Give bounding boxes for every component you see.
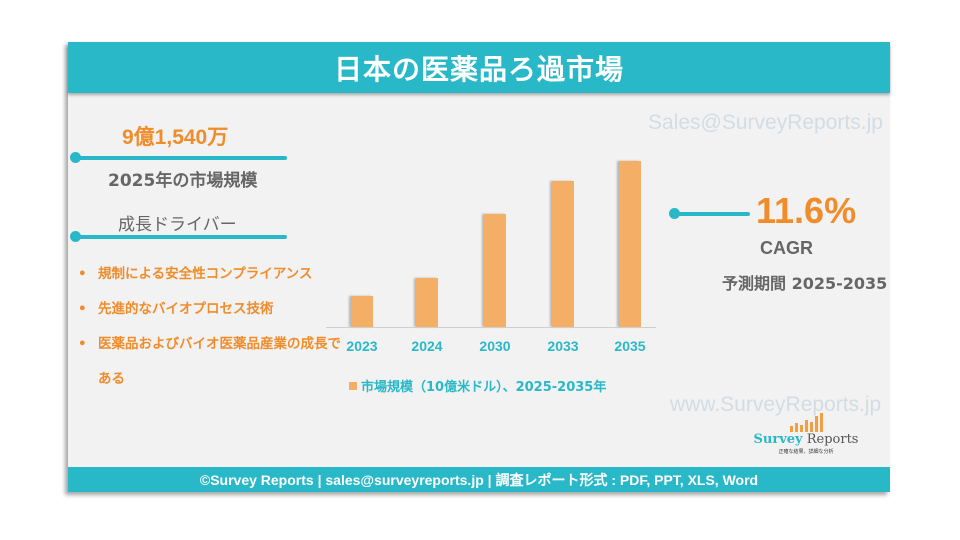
divider-line xyxy=(673,212,750,216)
bar-chart: 2023 2024 2030 2033 2035 xyxy=(326,142,656,392)
drivers-title: 成長ドライバー xyxy=(118,215,237,235)
footer-bar: ©Survey Reports | sales@surveyreports.jp… xyxy=(68,467,890,492)
bar-2024 xyxy=(416,278,438,327)
legend-label: 市場規模（10億米ドル）、2025-2035年 xyxy=(361,380,607,395)
driver-item: 先進的なバイオプロセス技術 xyxy=(76,292,346,327)
chart-legend: 市場規模（10億米ドル）、2025-2035年 xyxy=(349,376,606,395)
logo-tagline: 正確な結果、詳細な分析 xyxy=(778,449,834,455)
header-bar: 日本の医薬品ろ過市場 xyxy=(68,42,890,93)
x-tick-label: 2033 xyxy=(547,338,579,354)
x-tick-label: 2024 xyxy=(411,338,443,354)
x-tick-label: 2023 xyxy=(346,338,378,354)
bar-2035 xyxy=(619,161,641,327)
drivers-list: 規制による安全性コンプライアンス 先進的なバイオプロセス技術 医薬品およびバイオ… xyxy=(76,257,346,397)
bar-2033 xyxy=(552,181,574,327)
infographic-card: 日本の医薬品ろ過市場 Sales@SurveyReports.jp www.Su… xyxy=(68,42,890,492)
divider-line xyxy=(74,156,287,160)
driver-item: 医薬品およびバイオ医薬品産業の成長である xyxy=(76,327,346,397)
website-watermark: www.SurveyReports.jp xyxy=(670,393,882,416)
market-size-value: 9億1,540万 xyxy=(122,126,229,149)
x-tick-label: 2030 xyxy=(479,338,511,354)
legend-swatch-icon xyxy=(349,381,357,390)
survey-reports-logo: Survey Reports 正確な結果、詳細な分析 xyxy=(746,412,866,455)
cagr-label: CAGR xyxy=(760,238,813,258)
x-tick-label: 2035 xyxy=(614,338,646,354)
bar-chart-logo-icon xyxy=(746,412,866,432)
forecast-period: 予測期間 2025-2035 xyxy=(722,274,888,293)
bar-2030 xyxy=(484,214,506,327)
driver-item: 規制による安全性コンプライアンス xyxy=(76,257,346,292)
page-title: 日本の医薬品ろ過市場 xyxy=(333,52,624,86)
logo-name: Survey Reports xyxy=(753,432,859,447)
x-axis-line xyxy=(326,327,656,328)
cagr-value: 11.6% xyxy=(756,190,857,231)
email-watermark: Sales@SurveyReports.jp xyxy=(648,111,883,134)
footer-text: ©Survey Reports | sales@surveyreports.jp… xyxy=(199,471,759,488)
market-size-label: 2025年の市場規模 xyxy=(108,171,258,191)
divider-line xyxy=(74,235,287,239)
bar-2023 xyxy=(351,296,373,327)
